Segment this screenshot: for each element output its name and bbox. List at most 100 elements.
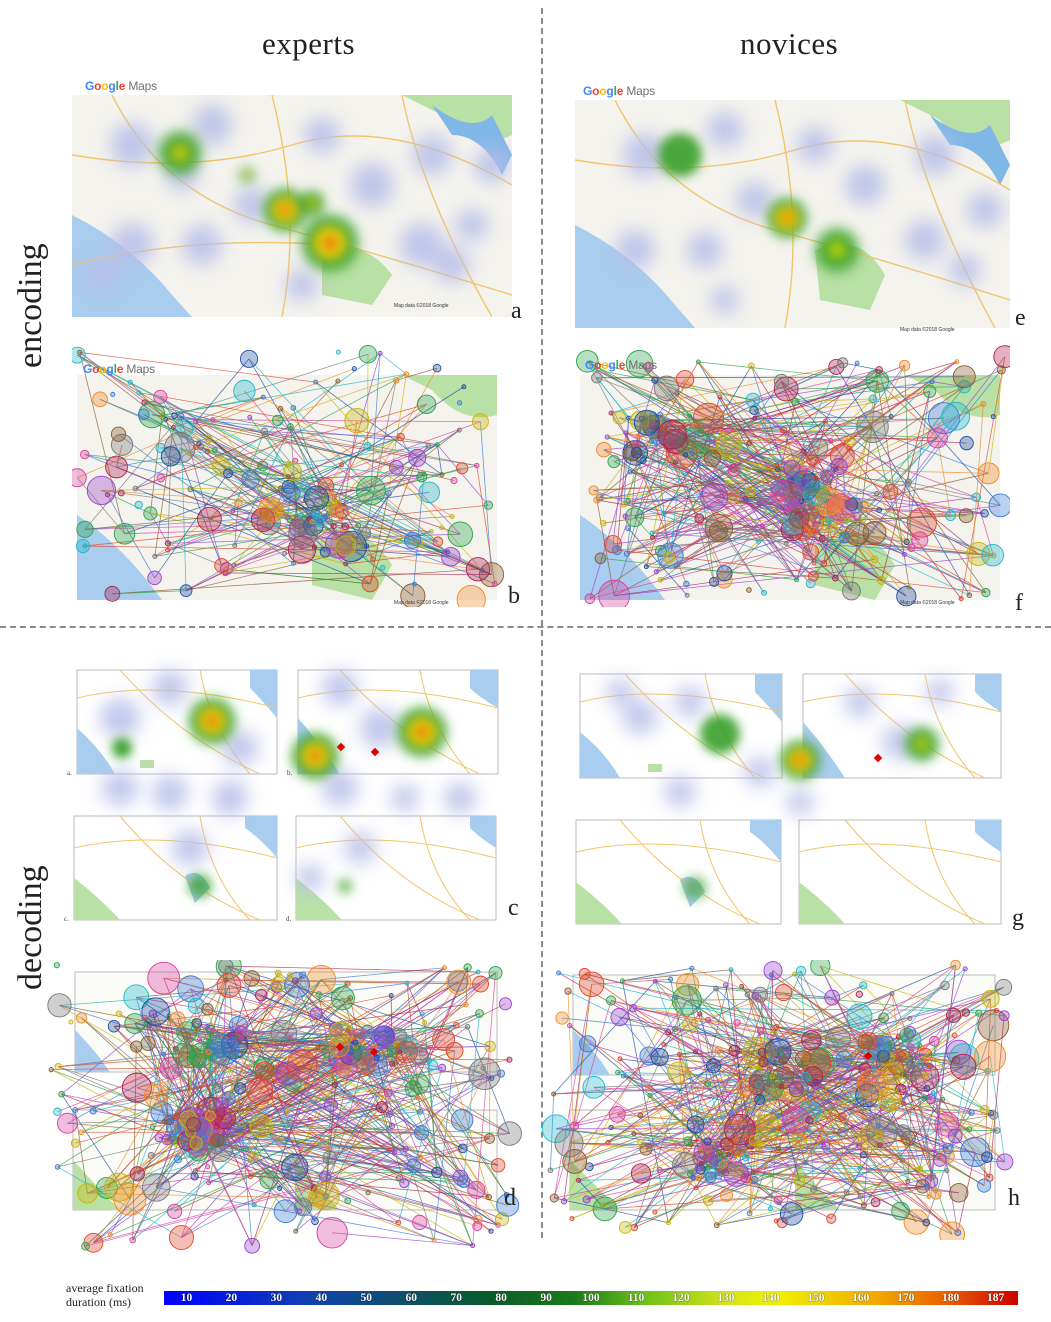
colorbar-tick: 160 xyxy=(852,1292,870,1304)
fixation-point xyxy=(127,379,133,385)
fixation-point xyxy=(578,971,605,998)
saccade-line xyxy=(607,1133,635,1143)
fixation-point xyxy=(874,491,880,497)
saccade-line xyxy=(785,532,804,544)
fixation-point xyxy=(630,1163,652,1184)
saccade-line xyxy=(397,1067,443,1223)
fixation-point xyxy=(403,371,410,377)
saccade-line xyxy=(232,464,342,512)
fixation-point xyxy=(770,479,803,512)
saccade-line xyxy=(150,513,169,544)
fixation-point xyxy=(808,437,829,458)
fixation-point xyxy=(344,980,351,987)
fixation-point xyxy=(625,497,631,503)
fixation-point xyxy=(882,484,899,500)
saccade-line xyxy=(369,457,418,584)
fixation-point xyxy=(470,1243,476,1249)
fixation-point xyxy=(388,993,394,999)
saccade-line xyxy=(623,1075,779,1201)
fixation-point xyxy=(773,1218,779,1224)
saccade-line xyxy=(667,1178,694,1223)
fixation-point xyxy=(124,1013,146,1034)
fixation-point xyxy=(371,1026,394,1049)
fixation-point xyxy=(860,1032,879,1050)
saccade-line xyxy=(574,984,593,1126)
fixation-point xyxy=(996,1153,1014,1171)
saccade-line xyxy=(179,447,451,558)
fixation-point xyxy=(716,565,733,582)
saccade-line xyxy=(173,427,190,454)
saccade-line xyxy=(329,1157,399,1179)
map-data-credit-f: Map data ©2018 Google xyxy=(900,600,955,606)
fixation-point xyxy=(629,1004,638,1013)
fixation-point xyxy=(868,394,878,404)
fixation-point xyxy=(47,993,72,1018)
saccade-line xyxy=(112,568,479,595)
fixation-point xyxy=(760,524,766,530)
fixation-point xyxy=(800,448,807,454)
saccade-line xyxy=(634,1069,688,1228)
fixation-point xyxy=(855,1083,879,1108)
fixation-point xyxy=(625,525,632,532)
saccade-line xyxy=(607,436,733,497)
saccade-line xyxy=(681,452,825,564)
saccade-line xyxy=(616,533,810,551)
saccade-line xyxy=(355,1046,422,1133)
saccade-line xyxy=(412,967,469,1090)
saccade-line xyxy=(954,1112,972,1137)
fixation-point xyxy=(200,1052,206,1059)
saccade-line xyxy=(587,360,753,401)
fixation-point xyxy=(694,513,705,524)
fixation-point xyxy=(288,1034,294,1040)
fixation-point xyxy=(491,580,498,587)
saccade-line xyxy=(84,514,317,530)
target-marker xyxy=(335,1042,345,1052)
saccade-line xyxy=(908,481,977,498)
fixation-point xyxy=(260,427,269,436)
saccade-line xyxy=(314,546,479,570)
fixation-point xyxy=(351,366,357,372)
fixation-point xyxy=(746,1210,753,1217)
fixation-point xyxy=(788,1080,803,1095)
saccade-line xyxy=(739,1072,913,1131)
colorbar-tick: 100 xyxy=(582,1292,600,1304)
saccade-line xyxy=(804,1162,927,1223)
fixation-point xyxy=(941,401,971,431)
saccade-line xyxy=(768,970,774,1088)
saccade-line xyxy=(863,1185,927,1206)
saccade-line xyxy=(180,1132,473,1246)
fixation-point xyxy=(177,412,185,420)
saccade-line xyxy=(705,1018,911,1147)
saccade-line xyxy=(567,990,620,1018)
fixation-point xyxy=(812,488,817,494)
colorbar-tick: 130 xyxy=(717,1292,735,1304)
saccade-line xyxy=(220,465,325,518)
fixation-point xyxy=(704,1080,712,1087)
fixation-point xyxy=(801,503,820,522)
fixation-point xyxy=(981,1151,993,1163)
fixation-point xyxy=(428,529,434,535)
saccade-line xyxy=(610,1000,888,1059)
panel-e-heatmap xyxy=(575,100,1010,328)
saccade-line xyxy=(777,381,933,489)
fixation-point xyxy=(115,1010,123,1017)
saccade-line xyxy=(640,1095,651,1116)
fixation-point xyxy=(313,379,319,385)
fixation-point xyxy=(773,376,799,402)
saccade-line xyxy=(627,527,688,596)
saccade-line xyxy=(283,1032,499,1226)
fixation-point xyxy=(478,562,505,588)
fixation-point xyxy=(147,961,181,995)
saccade-line xyxy=(106,1009,208,1189)
saccade-line xyxy=(301,429,460,550)
saccade-line xyxy=(675,440,813,530)
fixation-point xyxy=(588,485,599,496)
fixation-point xyxy=(922,1072,929,1079)
saccade-line xyxy=(189,453,222,466)
fixation-point xyxy=(905,1179,911,1184)
target-marker xyxy=(369,1047,379,1057)
panel-a-heatmap xyxy=(72,95,512,317)
fixation-point xyxy=(377,350,383,356)
saccade-line xyxy=(648,1055,933,1177)
panel-label-b: b xyxy=(508,583,520,609)
